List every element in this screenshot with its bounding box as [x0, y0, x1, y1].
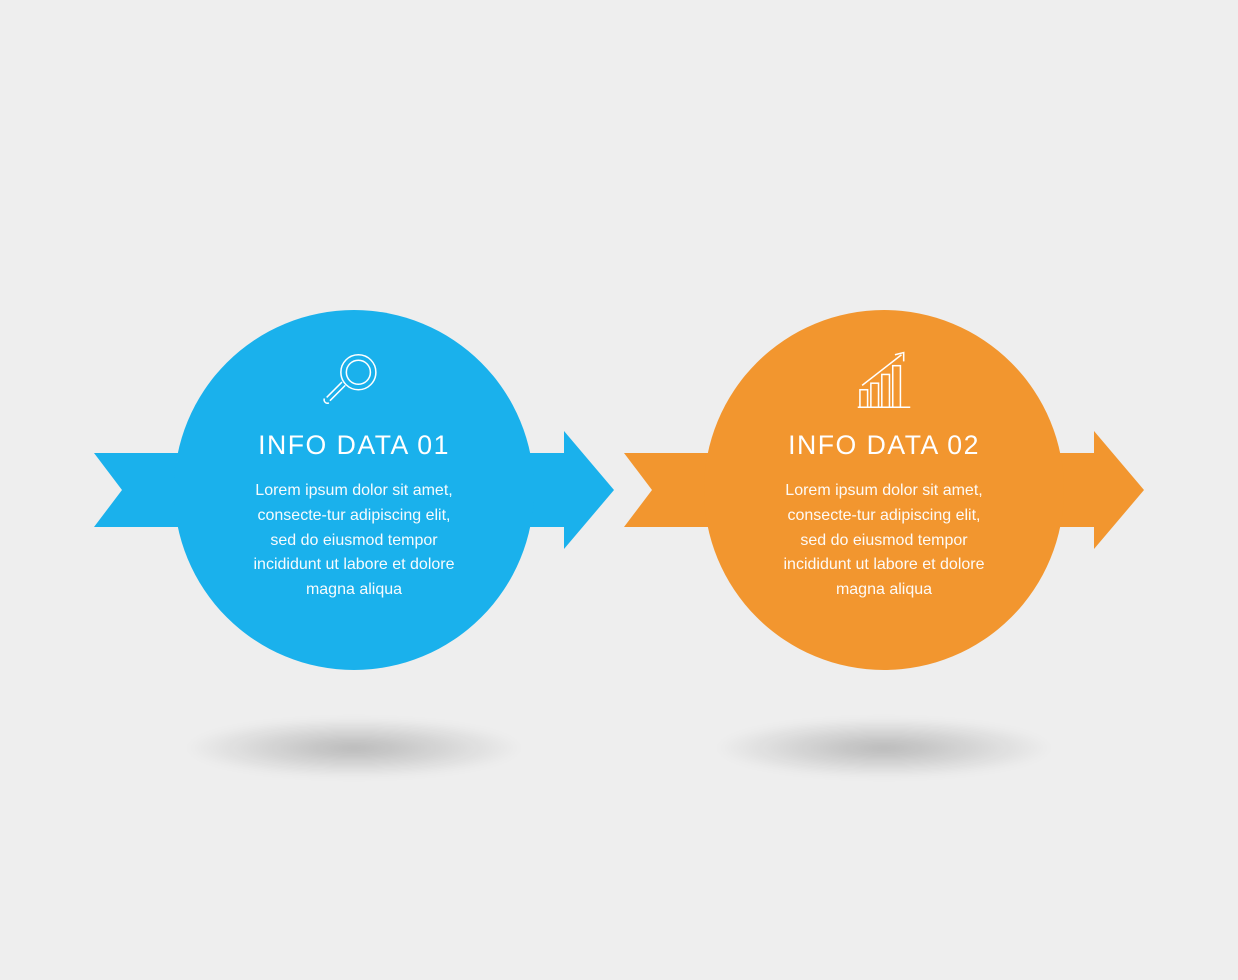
arrow-tail-2: [624, 453, 664, 527]
step-2: INFO DATA 02 Lorem ipsum dolor sit amet,…: [624, 230, 1144, 750]
step-2-title: INFO DATA 02: [788, 430, 980, 461]
drop-shadow-1: [184, 718, 524, 778]
arrow-tail-1: [94, 453, 134, 527]
step-2-body: Lorem ipsum dolor sit amet, consecte-tur…: [779, 479, 989, 603]
bar-growth-icon: [849, 346, 919, 416]
arrow-head-2: [1094, 453, 1144, 527]
infographic-canvas: INFO DATA 01 Lorem ipsum dolor sit amet,…: [0, 0, 1238, 980]
drop-shadow-2: [714, 718, 1054, 778]
circle-2: INFO DATA 02 Lorem ipsum dolor sit amet,…: [704, 310, 1064, 670]
circle-1: INFO DATA 01 Lorem ipsum dolor sit amet,…: [174, 310, 534, 670]
step-1-title: INFO DATA 01: [258, 430, 450, 461]
step-1: INFO DATA 01 Lorem ipsum dolor sit amet,…: [94, 230, 614, 750]
step-1-body: Lorem ipsum dolor sit amet, consecte-tur…: [249, 479, 459, 603]
magnifier-icon: [319, 346, 389, 416]
arrow-head-1: [564, 453, 614, 527]
